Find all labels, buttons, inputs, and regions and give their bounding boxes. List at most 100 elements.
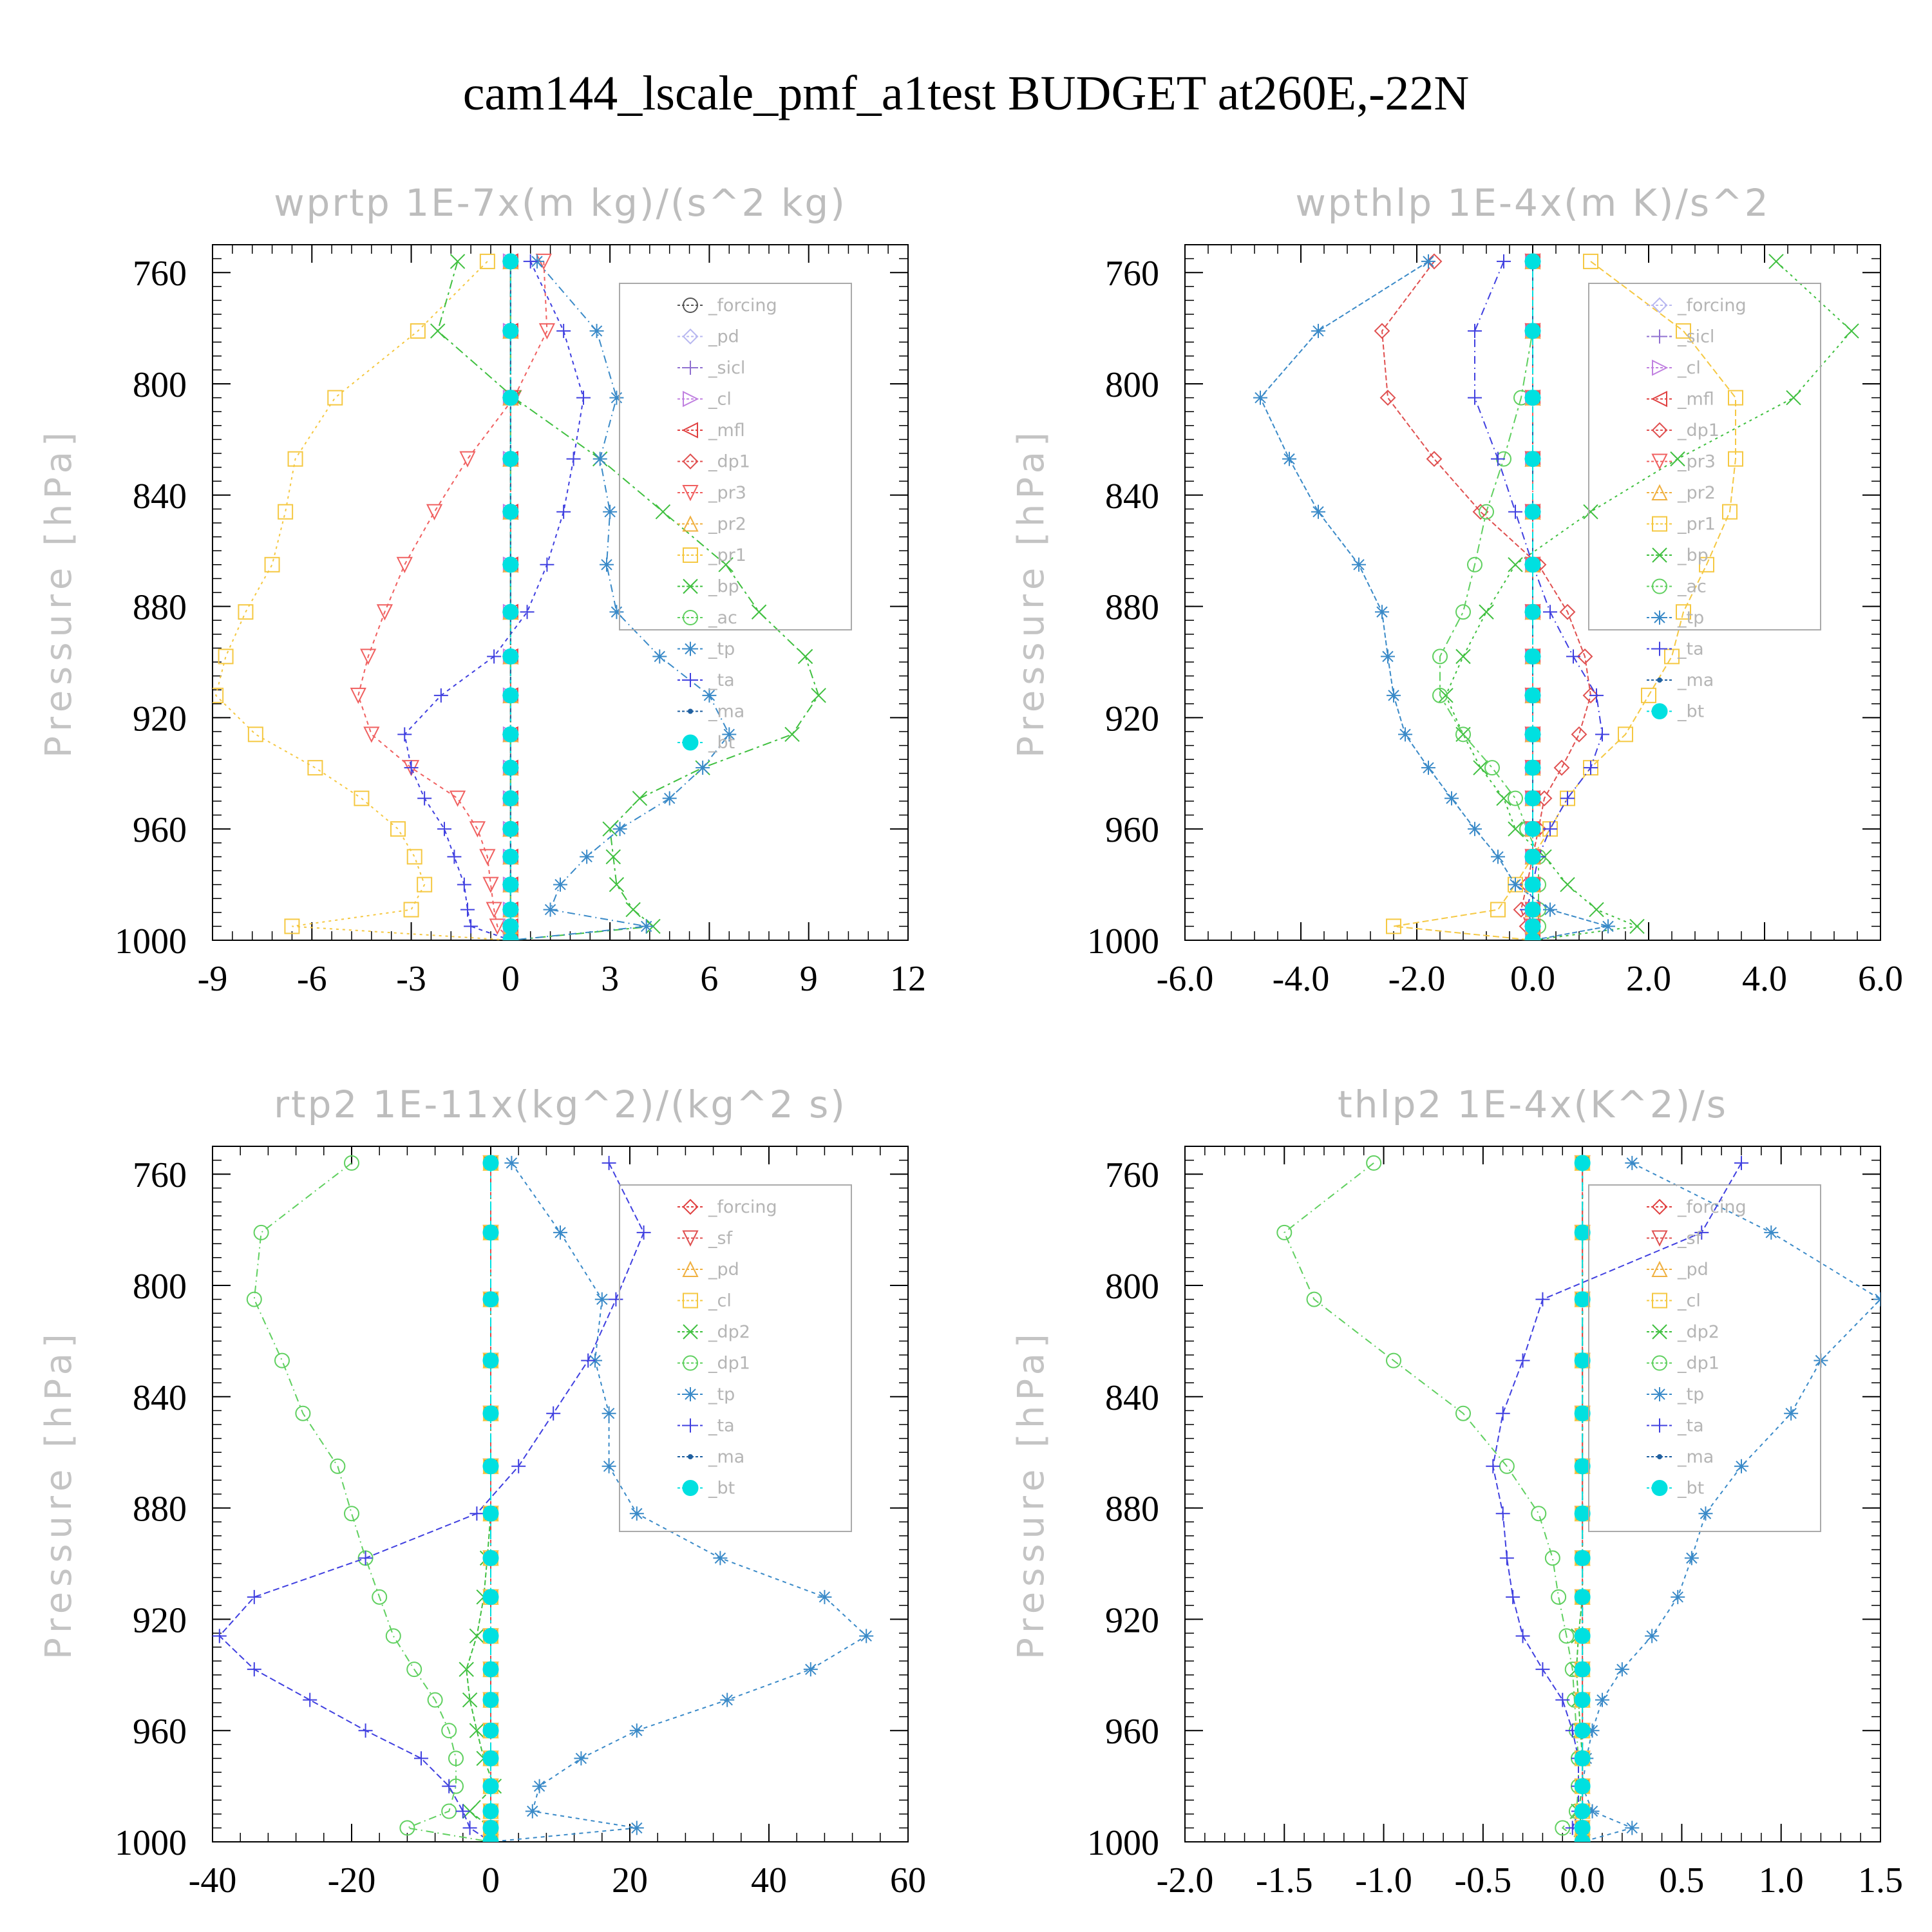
data-point — [1574, 1661, 1591, 1678]
data-point — [1484, 760, 1500, 776]
data-point — [1524, 876, 1541, 893]
legend-marker — [1652, 516, 1667, 532]
legend-marker — [683, 673, 697, 687]
panel-title: wpthlp 1E-4x(m K)/s^2 — [1295, 181, 1770, 225]
data-point — [406, 1662, 422, 1678]
y-tick-label: 920 — [133, 1600, 187, 1640]
legend-label: _cl — [708, 1291, 732, 1311]
x-tick-label: -1.5 — [1256, 1861, 1313, 1900]
legend: _forcing _pd _sicl _cl _mfl _dp1 _pr3 _pr2 _pr1 _… — [619, 283, 852, 753]
y-tick-label: 800 — [1105, 365, 1159, 405]
x-tick-label: 0.0 — [1560, 1861, 1605, 1900]
data-point — [486, 902, 502, 918]
legend-label: _pr2 — [1677, 483, 1716, 503]
legend-entry: _cl — [677, 1291, 732, 1311]
data-point — [1426, 253, 1443, 270]
series-line — [437, 261, 820, 940]
legend-label: _forcing — [1677, 296, 1747, 316]
legend-marker — [683, 1418, 697, 1433]
y-tick-label: 920 — [1105, 1600, 1159, 1640]
data-point — [1381, 649, 1395, 664]
data-point — [1560, 791, 1575, 806]
legend: _forcing _sf _pd _cl _dp2 _dp1 _tp _ta _ma _bt — [619, 1184, 852, 1532]
data-point — [1421, 761, 1435, 775]
data-point — [609, 876, 625, 893]
legend-entry: _tp — [1647, 1385, 1704, 1405]
data-point — [447, 849, 462, 864]
data-point — [344, 1155, 359, 1171]
data-point — [459, 451, 476, 468]
data-point — [482, 1291, 499, 1308]
data-point — [1524, 451, 1541, 468]
data-point — [1508, 557, 1523, 573]
data-point — [538, 323, 556, 340]
data-point — [612, 822, 627, 837]
data-point — [1479, 504, 1494, 520]
data-point — [303, 1692, 317, 1707]
legend-entry: _ac — [1647, 577, 1707, 597]
legend-marker — [1651, 390, 1667, 408]
data-point — [396, 556, 413, 574]
y-tick-label: 800 — [133, 365, 187, 405]
data-point — [580, 849, 594, 864]
data-point — [482, 1661, 499, 1678]
data-point — [1524, 390, 1541, 406]
data-point — [1585, 1804, 1600, 1819]
legend-marker — [1652, 1355, 1667, 1371]
x-tick-label: 4.0 — [1742, 959, 1787, 999]
legend-entry: _bt — [1647, 1479, 1704, 1499]
data-point — [1873, 1292, 1880, 1307]
y-tick-label: 880 — [1105, 588, 1159, 628]
y-tick-label: 760 — [1105, 254, 1159, 294]
data-point — [502, 648, 519, 665]
legend-entry: _bp — [677, 577, 739, 597]
y-tick-label: 1000 — [1087, 1823, 1159, 1863]
data-point — [1786, 390, 1801, 406]
data-point — [414, 1751, 428, 1766]
data-point — [1387, 688, 1401, 703]
legend-entry: _ta — [677, 670, 735, 690]
legend-label: _dp1 — [1677, 1354, 1719, 1374]
plot-frame — [1184, 1146, 1881, 1842]
x-tick-label: 1.0 — [1759, 1861, 1804, 1900]
data-point — [460, 902, 475, 917]
data-point — [601, 1406, 616, 1421]
data-point — [502, 504, 519, 520]
data-point — [1508, 821, 1523, 837]
legend-marker — [682, 1198, 699, 1215]
data-point — [1306, 1291, 1322, 1307]
data-point — [556, 504, 571, 519]
x-tick-label: -20 — [328, 1861, 376, 1900]
series-group — [213, 1154, 874, 1842]
data-point — [482, 1352, 499, 1369]
data-point — [1595, 1692, 1609, 1707]
legend-label: _ma — [1677, 1447, 1714, 1467]
data-point — [487, 649, 502, 664]
legend-marker — [1653, 329, 1667, 344]
series-line — [1259, 261, 1609, 940]
y-tick-label: 960 — [133, 810, 187, 850]
data-point — [442, 1779, 457, 1794]
data-point — [1524, 848, 1541, 865]
data-point — [605, 849, 621, 865]
legend-marker — [682, 1260, 699, 1277]
legend-marker — [1657, 1454, 1662, 1459]
data-point — [1589, 688, 1604, 703]
series-line — [1283, 1162, 1583, 1842]
data-point — [502, 603, 519, 620]
data-point — [696, 761, 710, 775]
legend-label: _sf — [1677, 1229, 1703, 1249]
legend-entry: _tp — [677, 1385, 735, 1405]
legend-label: _ta — [1677, 1416, 1704, 1436]
data-point — [1508, 877, 1522, 892]
data-point — [482, 1458, 499, 1475]
data-point — [1352, 557, 1366, 572]
y-tick-label: 880 — [133, 1490, 187, 1530]
data-point — [1571, 726, 1587, 743]
y-tick-label: 1000 — [115, 1823, 187, 1863]
series-group — [1253, 252, 1859, 940]
legend-entry: _cl — [1647, 1291, 1701, 1311]
data-point — [1438, 688, 1454, 703]
legend-label: _pr1 — [1677, 515, 1716, 535]
data-point — [543, 902, 558, 917]
